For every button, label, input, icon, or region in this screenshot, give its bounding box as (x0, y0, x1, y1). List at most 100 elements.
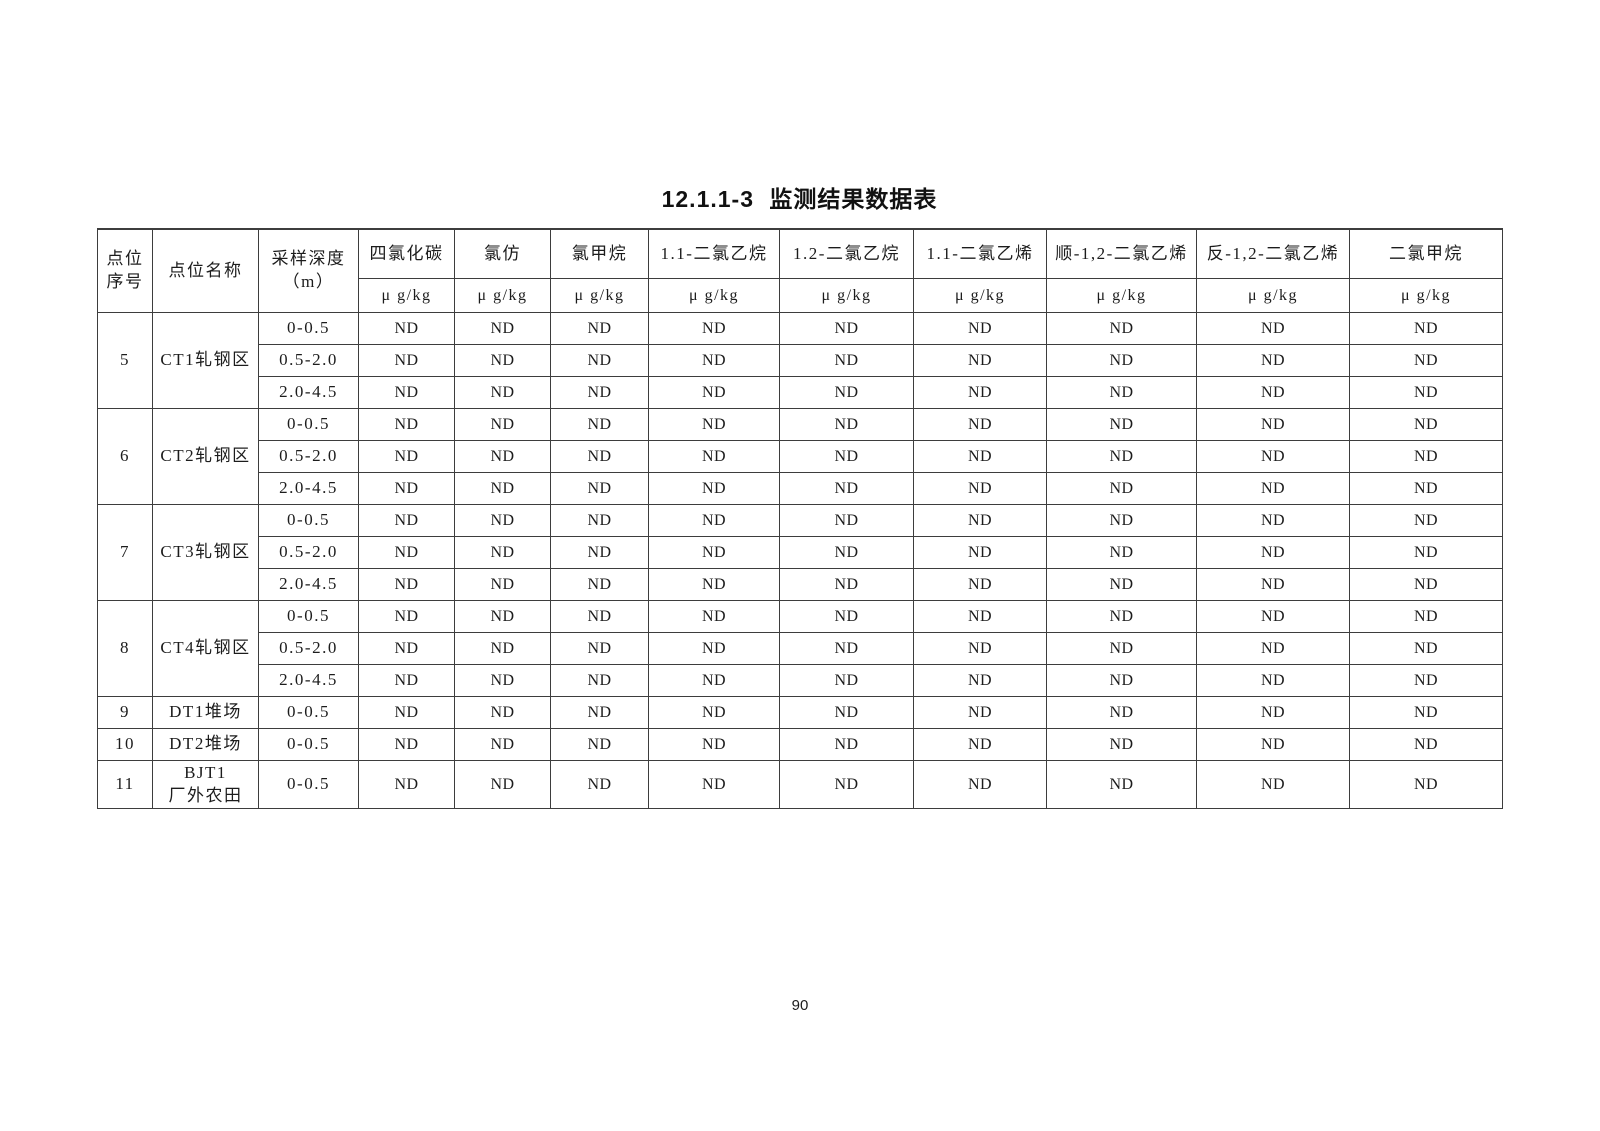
table-row: 11 BJT1 厂外农田 0-0.5 ND ND ND ND ND ND ND ND ND (97, 760, 1503, 809)
cell-result-value: ND (358, 760, 455, 809)
cell-result-value: ND (550, 760, 649, 809)
cell-result-value: ND (913, 344, 1047, 377)
cell-result-value: ND (550, 344, 649, 377)
cell-result-value: ND (358, 632, 455, 665)
cell-sampling-depth: 0-0.5 (258, 760, 359, 809)
header-analyte-unit: μ g/kg (913, 278, 1047, 313)
cell-result-value: ND (1046, 536, 1197, 569)
cell-result-value: ND (1349, 440, 1503, 473)
cell-sampling-depth: 0-0.5 (258, 504, 359, 537)
cell-sampling-depth: 0.5-2.0 (258, 632, 359, 665)
cell-point-name: CT3轧钢区 (152, 504, 259, 601)
cell-point-no: 10 (97, 728, 153, 761)
cell-result-value: ND (1046, 472, 1197, 505)
cell-point-no: 7 (97, 504, 153, 601)
cell-result-value: ND (779, 408, 914, 441)
cell-result-value: ND (1349, 568, 1503, 601)
cell-result-value: ND (358, 728, 455, 761)
cell-point-name: CT1轧钢区 (152, 312, 259, 409)
header-sampling-depth: 采样深度 （m） (258, 228, 359, 313)
cell-result-value: ND (358, 696, 455, 729)
cell-sampling-depth: 0-0.5 (258, 728, 359, 761)
table-row: 2.0-4.5 ND ND ND ND ND ND ND ND ND (98, 664, 1503, 697)
table-row: 2.0-4.5 ND ND ND ND ND ND ND ND ND (98, 568, 1503, 601)
cell-result-value: ND (1196, 696, 1350, 729)
cell-result-value: ND (779, 632, 914, 665)
header-analyte-unit: μ g/kg (1349, 278, 1503, 313)
header-analyte-unit: μ g/kg (648, 278, 780, 313)
cell-result-value: ND (913, 728, 1047, 761)
cell-result-value: ND (1196, 760, 1350, 809)
header-analyte-unit: μ g/kg (454, 278, 551, 313)
cell-result-value: ND (454, 568, 551, 601)
cell-result-value: ND (358, 504, 455, 537)
header-analyte: 反-1,2-二氯乙烯 (1196, 228, 1350, 279)
cell-result-value: ND (550, 440, 649, 473)
cell-point-no: 8 (97, 600, 153, 697)
cell-sampling-depth: 2.0-4.5 (258, 472, 359, 505)
cell-result-value: ND (913, 664, 1047, 697)
table-title: 12.1.1-3 监测结果数据表 (661, 186, 938, 212)
cell-result-value: ND (1046, 696, 1197, 729)
cell-result-value: ND (1196, 536, 1350, 569)
table-row: 5 CT1轧钢区 0-0.5 ND ND ND ND ND ND ND ND ND (97, 312, 1503, 409)
header-analyte: 1.1-二氯乙烯 (913, 228, 1047, 279)
cell-result-value: ND (913, 440, 1047, 473)
cell-result-value: ND (358, 568, 455, 601)
header-analyte: 氯仿 (454, 228, 551, 279)
cell-sampling-depth: 0-0.5 (258, 696, 359, 729)
table-row: 2.0-4.5 ND ND ND ND ND ND ND ND ND (98, 376, 1503, 409)
cell-result-value: ND (913, 632, 1047, 665)
header-analyte: 1.1-二氯乙烷 (648, 228, 780, 279)
cell-result-value: ND (648, 568, 780, 601)
cell-result-value: ND (1196, 408, 1350, 441)
cell-result-value: ND (454, 696, 551, 729)
cell-result-value: ND (454, 632, 551, 665)
cell-result-value: ND (358, 536, 455, 569)
cell-result-value: ND (1046, 600, 1197, 633)
cell-result-value: ND (358, 376, 455, 409)
header-analyte-unit: μ g/kg (358, 278, 455, 313)
cell-result-value: ND (454, 312, 551, 345)
cell-point-no: 11 (97, 760, 153, 809)
table-row: 10 DT2堆场 0-0.5 ND ND ND ND ND ND ND ND ND (97, 728, 1503, 761)
cell-sampling-depth: 2.0-4.5 (258, 664, 359, 697)
cell-result-value: ND (1196, 344, 1350, 377)
cell-result-value: ND (913, 600, 1047, 633)
cell-result-value: ND (454, 536, 551, 569)
cell-result-value: ND (454, 376, 551, 409)
cell-result-value: ND (648, 728, 780, 761)
cell-result-value: ND (648, 440, 780, 473)
header-analyte: 氯甲烷 (550, 228, 649, 279)
cell-sampling-depth: 0.5-2.0 (258, 440, 359, 473)
cell-sampling-depth: 0-0.5 (258, 312, 359, 345)
cell-result-value: ND (1046, 504, 1197, 537)
cell-result-value: ND (358, 664, 455, 697)
cell-result-value: ND (913, 536, 1047, 569)
cell-result-value: ND (550, 536, 649, 569)
cell-result-value: ND (648, 696, 780, 729)
cell-result-value: ND (1046, 568, 1197, 601)
table-row: 8 CT4轧钢区 0-0.5 ND ND ND ND ND ND ND ND ND (97, 600, 1503, 697)
cell-result-value: ND (913, 408, 1047, 441)
cell-result-value: ND (1349, 632, 1503, 665)
cell-result-value: ND (454, 472, 551, 505)
cell-result-value: ND (648, 472, 780, 505)
cell-point-name: BJT1 厂外农田 (152, 760, 259, 809)
header-analyte: 二氯甲烷 (1349, 228, 1503, 279)
cell-result-value: ND (779, 536, 914, 569)
cell-result-value: ND (1349, 344, 1503, 377)
cell-result-value: ND (550, 696, 649, 729)
header-analyte-unit: μ g/kg (1046, 278, 1197, 313)
cell-point-name: DT2堆场 (152, 728, 259, 761)
cell-result-value: ND (913, 472, 1047, 505)
cell-result-value: ND (358, 440, 455, 473)
cell-result-value: ND (648, 504, 780, 537)
cell-result-value: ND (1349, 664, 1503, 697)
cell-result-value: ND (1046, 344, 1197, 377)
cell-result-value: ND (550, 376, 649, 409)
cell-result-value: ND (648, 312, 780, 345)
cell-result-value: ND (1046, 376, 1197, 409)
cell-result-value: ND (779, 472, 914, 505)
cell-result-value: ND (358, 600, 455, 633)
